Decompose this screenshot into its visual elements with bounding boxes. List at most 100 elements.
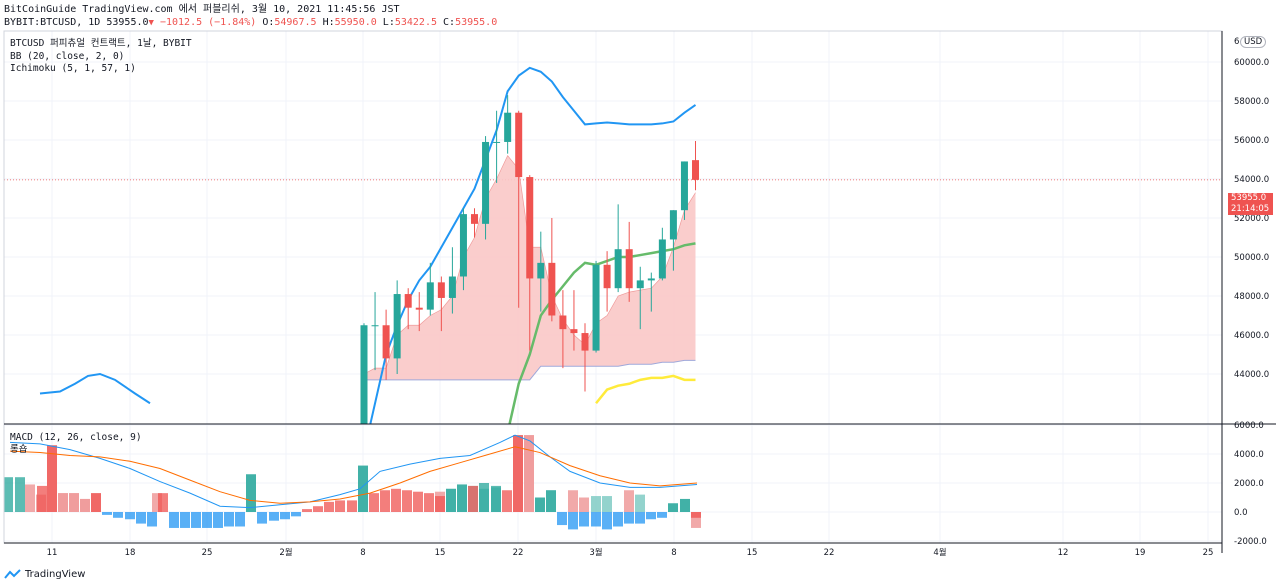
macd-histogram-bar: [535, 497, 545, 512]
macd-histogram-bar: [380, 490, 390, 512]
candle-body: [360, 325, 368, 424]
macd-histogram-bar: [102, 512, 112, 515]
macd-histogram-bar: [47, 445, 57, 512]
macd-histogram-bar: [557, 512, 567, 526]
macd-histogram-bar: [37, 485, 47, 512]
time-tick-label: 4월: [933, 547, 946, 558]
low-value: 53422.5: [394, 17, 437, 28]
macd-histogram-bar: [15, 477, 25, 512]
candle-body: [404, 294, 412, 308]
macd-histogram-bar: [202, 512, 212, 528]
macd-histogram-bar: [91, 493, 101, 512]
open-value: 54967.5: [274, 17, 317, 28]
macd-tick-label: -2000.0: [1234, 537, 1267, 547]
price-tick-label: 52000.0: [1234, 214, 1269, 224]
macd-histogram-bar: [468, 485, 478, 512]
candle-body: [548, 262, 556, 316]
macd-histogram-bar: [479, 483, 489, 512]
bb-upper-early: [39, 372, 151, 405]
macd-histogram-bar: [224, 512, 234, 527]
candle-body: [371, 325, 379, 327]
price-tick-label: 54000.0: [1234, 175, 1269, 185]
macd-histogram-bar: [180, 512, 190, 528]
candle-body: [426, 282, 434, 310]
macd-histogram-bar: [413, 491, 423, 512]
candle-body: [515, 112, 523, 178]
macd-histogram-bar: [347, 500, 357, 512]
macd-histogram-bar: [391, 488, 401, 512]
candle-body: [614, 249, 622, 289]
macd-tick-label: 0.0: [1234, 508, 1248, 518]
macd-histogram-bar: [291, 512, 301, 517]
macd-histogram-bar: [524, 435, 534, 512]
macd-line: [9, 434, 698, 509]
candle-body: [493, 141, 501, 143]
macd-histogram-bar: [457, 484, 467, 512]
macd-histogram-bar: [169, 512, 179, 528]
time-tick-label: 15: [747, 548, 758, 558]
candle-body: [382, 325, 390, 359]
macd-histogram-bar: [680, 498, 690, 512]
macd-histogram-bar: [152, 493, 162, 512]
macd-histogram-bar: [125, 512, 135, 520]
grid-lines: [4, 31, 1222, 543]
legend-main[interactable]: BTCUSD 퍼피츄얼 컨트랙트, 1날, BYBIT: [10, 38, 192, 49]
macd-histogram-bar: [324, 501, 334, 512]
candle-body: [437, 282, 445, 298]
macd-histogram-bar: [257, 512, 267, 524]
candle-body: [592, 264, 600, 351]
axes: 44000.0 46000.0 48000.0 50000.0 52000.0 54000…: [3, 30, 1276, 558]
close-label: C:: [443, 17, 456, 28]
currency-badge[interactable]: USD: [1240, 36, 1267, 48]
macd-histogram-bar: [657, 512, 667, 518]
macd-histogram-bar: [246, 474, 256, 512]
candles: [360, 95, 699, 424]
candle-body: [669, 210, 677, 240]
macd-histogram-bar: [502, 490, 512, 512]
tradingview-logo[interactable]: TradingView: [4, 569, 85, 580]
macd-histogram-bar: [369, 493, 379, 512]
time-tick-label: 22: [824, 548, 835, 558]
macd-histogram-bar: [579, 497, 589, 512]
macd-histogram-bar: [269, 512, 279, 521]
time-tick-label: 25: [202, 548, 213, 558]
macd-tick-label: 4000.0: [1234, 450, 1264, 460]
macd-histogram-bar: [635, 512, 645, 524]
macd-histogram-bar: [402, 490, 412, 512]
time-tick-label: 8: [360, 548, 365, 558]
macd-histogram-bar: [568, 490, 578, 512]
legend-macd-sub: 롱숍: [10, 444, 28, 455]
macd-histogram-bar: [4, 477, 13, 512]
bollinger-band: [39, 66, 697, 424]
symbol-name: BYBIT:BTCUSD, 1D: [4, 17, 101, 28]
candle-body: [692, 160, 699, 180]
macd-histogram-bar: [80, 498, 90, 512]
high-value: 55950.0: [334, 17, 377, 28]
time-tick-label: 8: [671, 548, 676, 558]
kumo-lower-edge: [364, 359, 696, 381]
macd-histogram-bar: [668, 503, 678, 512]
countdown-label: 21:14:05: [1231, 204, 1270, 214]
macd-histogram-bar: [613, 512, 623, 527]
price-tick-label: 46000.0: [1234, 331, 1269, 341]
candle-body: [448, 276, 456, 298]
macd-histogram-bar: [624, 512, 634, 524]
macd-histogram-bar: [58, 493, 68, 512]
price-tick-label: 50000.0: [1234, 253, 1269, 263]
macd-histogram-bar: [602, 512, 612, 530]
candle-body: [636, 280, 644, 289]
candle-body: [537, 262, 545, 279]
macd-histogram-bar: [358, 465, 368, 512]
price-tick-label: 60000.0: [1234, 58, 1269, 68]
legend-macd[interactable]: MACD (12, 26, close, 9): [10, 432, 142, 443]
candle-body: [625, 249, 633, 289]
price-tick-label: 44000.0: [1234, 370, 1269, 380]
legend-bb[interactable]: BB (20, close, 2, 0): [10, 51, 125, 62]
macd-histogram-bar: [424, 493, 434, 512]
macd-histogram-bar: [591, 512, 601, 527]
macd-histogram-bar: [136, 512, 146, 524]
candle-body: [471, 214, 478, 224]
price-tick-label: 58000.0: [1234, 97, 1269, 107]
legend-ichimoku[interactable]: Ichimoku (5, 1, 57, 1): [10, 63, 136, 74]
